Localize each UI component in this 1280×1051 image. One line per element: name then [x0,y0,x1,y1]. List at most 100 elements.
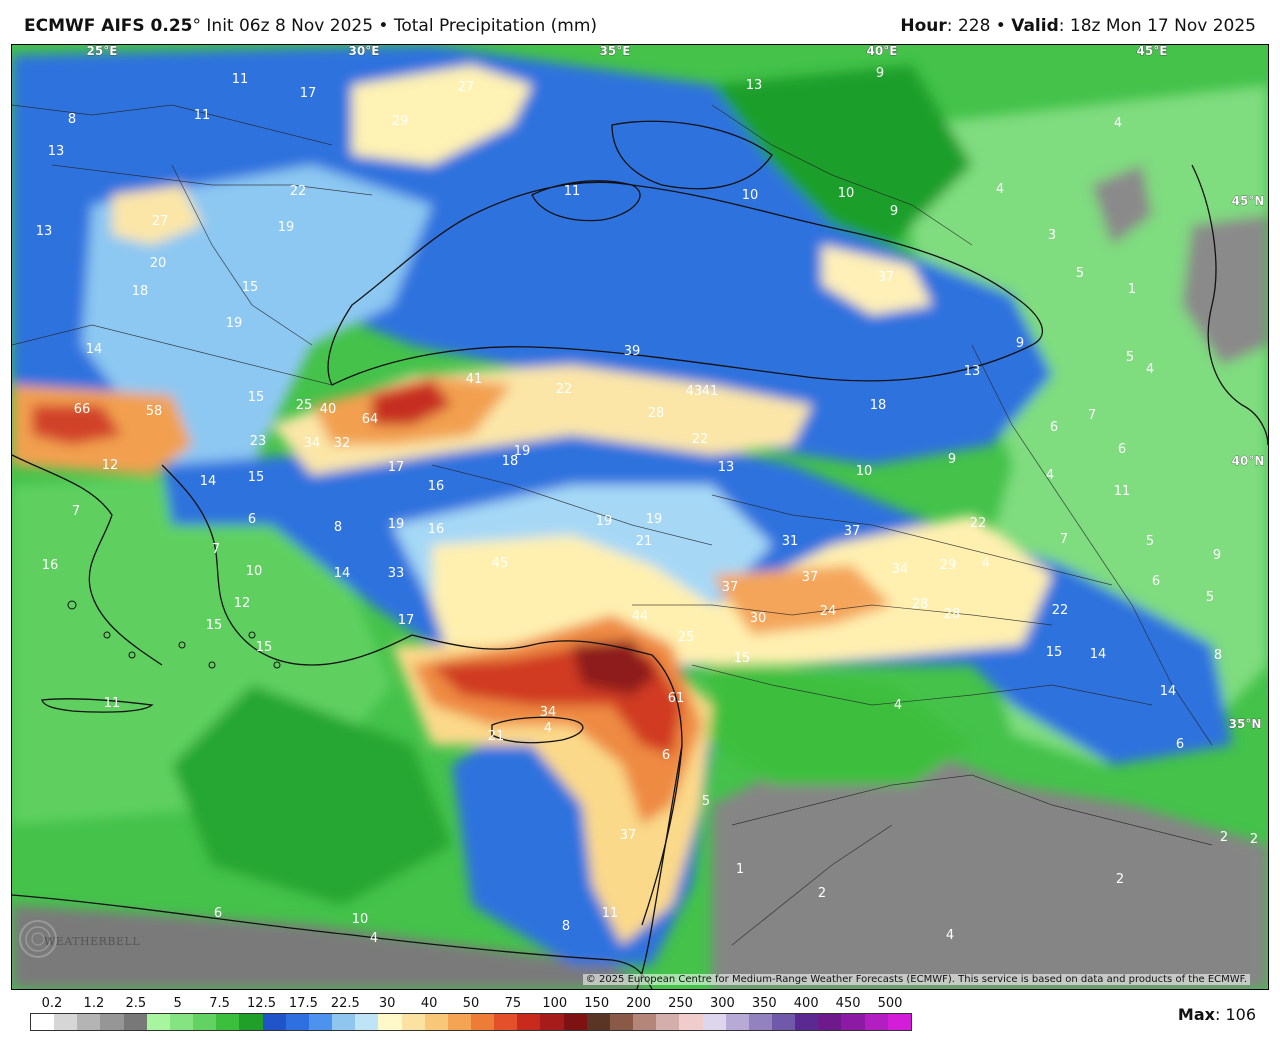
north-africa-coast [12,894,653,989]
precip-value-label: 32 [334,436,351,451]
border-6 [691,664,1153,706]
precip-value-label: 4 [996,182,1004,197]
precip-value-label: 6 [662,748,670,763]
legend-swatch [54,1014,78,1030]
precip-value-label: 25 [678,630,695,645]
precip-value-label: 6 [214,906,222,921]
legend-color-bar [30,1013,912,1031]
precip-value-label: 9 [948,452,956,467]
precip-value-label: 7 [72,504,80,519]
precip-value-label: 10 [838,186,855,201]
precip-value-label: 28 [912,597,929,612]
legend-swatch [355,1014,379,1030]
precip-value-label: 6 [1118,442,1126,457]
precip-value-label: 12 [102,458,119,473]
legend-swatch [146,1014,170,1030]
legend-tick-label: 22.5 [330,996,360,1011]
legend-swatch [216,1014,240,1030]
legend-tick-label: 450 [835,996,861,1011]
precip-value-label: 22 [692,432,709,447]
precip-value-label: 11 [104,696,121,711]
precip-value-label: 25 [296,398,313,413]
precip-value-label: 15 [256,640,273,655]
legend-tick-label: 17.5 [288,996,318,1011]
precip-value-label: 19 [514,444,531,459]
precip-value-label: 27 [458,80,475,95]
island-2 [103,631,111,639]
legend-swatch [748,1014,772,1030]
pale-yellow-caucasus [822,245,932,315]
border-12 [431,464,713,546]
coastlines [12,120,1268,989]
precip-value-label: 14 [1160,684,1177,699]
legend-swatch [494,1014,518,1030]
legend-swatch [818,1014,842,1030]
precip-value-label: 17 [398,613,415,628]
precip-value-label: 8 [68,112,76,127]
precip-value-label: 7 [1060,532,1068,547]
precip-legend: 0.2 1.2 2.5 5 7.5 12.5 17.5 22.5 30 40 50 75 100 150 2… [30,996,912,1036]
precip-value-label: 5 [1206,590,1214,605]
border-5 [632,604,1053,626]
longitude-label: 40°E [867,45,898,58]
precip-value-label: 37 [878,270,895,285]
precip-value-label: 11 [194,108,211,123]
legend-swatch [609,1014,634,1030]
legend-swatch [447,1014,471,1030]
island-5 [208,661,216,669]
precip-value-label: 20 [150,256,167,271]
precip-value-label: 16 [428,479,445,494]
precip-value-label: 22 [556,382,573,397]
precip-value-label: 37 [722,580,739,595]
legend-tick-label: 400 [793,996,819,1011]
precip-value-label: 31 [782,534,799,549]
precip-value-label: 34 [540,705,557,720]
borders [12,104,1213,946]
precip-value-label: 16 [428,522,445,537]
precip-value-label: 2 [818,886,826,901]
precip-value-label: 5 [1126,350,1134,365]
map-canvas: 25°E 30°E 35°E 40°E 45°E45°N40°N35°N 118 1117… [12,45,1268,989]
longitude-label: 25°E [87,45,118,58]
legend-swatch [169,1014,194,1030]
precip-value-label: 1 [736,862,744,877]
precip-value-label: 8 [334,520,342,535]
legend-swatch [702,1014,726,1030]
precip-value-label: 15 [206,618,223,633]
border-7 [971,344,1213,746]
weatherbell-logo: WEATHERBELL [18,913,140,965]
precip-value-label: 24 [820,604,837,619]
precip-value-label: 18 [502,454,519,469]
precip-value-label: 19 [596,514,613,529]
longitude-label: 35°E [600,45,631,58]
legend-tick-label: 40 [420,996,438,1011]
legend-tick-label: 7.5 [209,996,230,1011]
precip-value-label: 2 [1220,830,1228,845]
precip-value-label: 10 [246,564,263,579]
precip-value-label: 10 [742,188,759,203]
precip-value-label: 6 [1050,420,1058,435]
precip-value-label: 5 [1146,534,1154,549]
precip-value-label: 19 [278,220,295,235]
precip-value-label: 30 [750,611,767,626]
legend-swatch [262,1014,286,1030]
legend-swatch [401,1014,425,1030]
precip-value-label: 1 [1128,282,1136,297]
precip-value-label: 8 [1214,648,1222,663]
valid-time-info: Hour: 228 • Valid: 18z Mon 17 Nov 2025 [900,16,1256,36]
precip-value-label: 34 [304,436,321,451]
product-name: Total Precipitation (mm) [393,16,598,36]
precip-value-label: 33 [388,566,405,581]
longitude-label: 45°E [1137,45,1168,58]
precip-value-label: 6 [248,512,256,527]
precip-value-label: 37 [802,570,819,585]
legend-swatch [193,1014,217,1030]
dark-green-eastern-med [172,685,452,905]
gray-caucasus-patch [1092,165,1152,245]
precip-value-label: 10 [856,464,873,479]
precip-value-label: 3 [1048,228,1056,243]
legend-swatch [633,1014,657,1030]
legend-tick-label: 150 [584,996,610,1011]
legend-tick-label: 250 [668,996,693,1011]
precip-value-label: 40 [320,402,337,417]
